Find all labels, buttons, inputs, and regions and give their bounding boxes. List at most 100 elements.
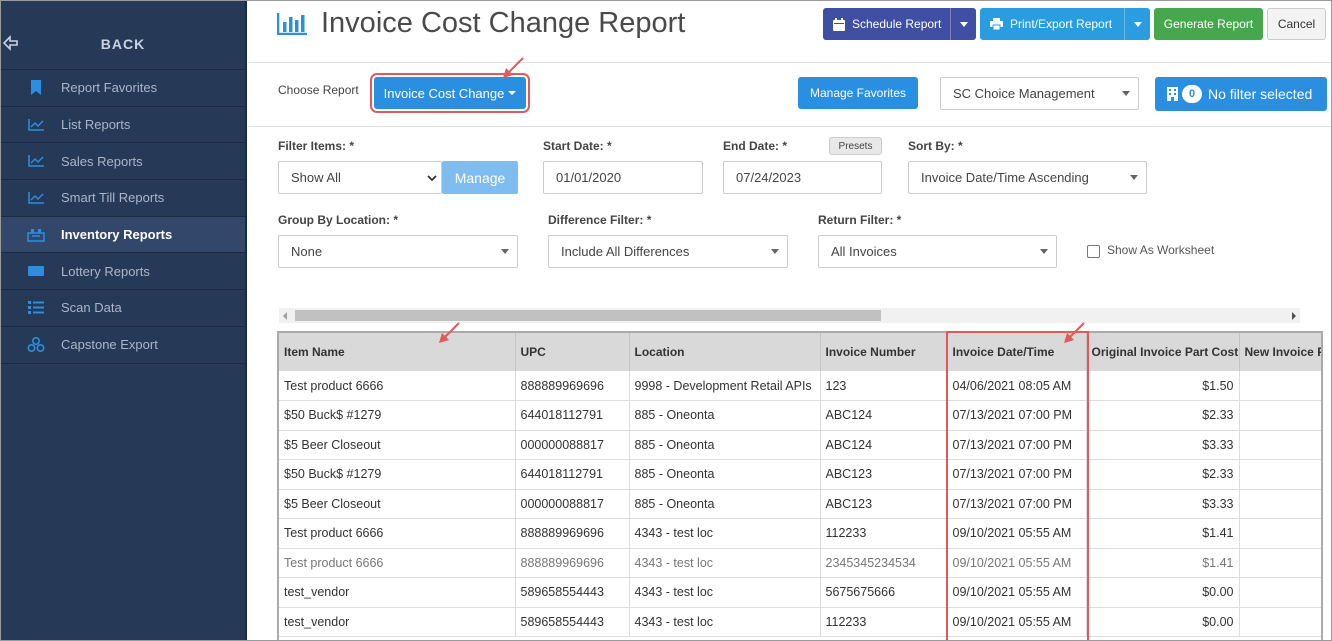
cell-item-name: $5 Beer Closeout [279,430,516,460]
cell-original-cost: $1.41 [1086,518,1240,549]
cell-original-cost: $1.50 [1086,371,1240,401]
sidebar-item-list-reports[interactable]: List Reports [1,107,245,144]
table-row[interactable]: Test product 6666 888889969696 9998 - Deve… [279,371,1321,401]
return-filter-value: All Invoices [831,244,897,259]
table-row[interactable]: $5 Beer Closeout 000000088817 885 - Oneont… [279,430,1321,460]
cell-invoice-number: 2345345234534 [820,548,948,578]
column-header-upc[interactable]: UPC [515,333,630,371]
sidebar: BACK Report Favorites List Reports Sales… [1,1,247,640]
filter-items-select[interactable]: Show All [278,161,442,194]
sidebar-item-inventory-reports[interactable]: Inventory Reports [1,216,245,254]
difference-filter-value: Include All Differences [561,244,690,259]
sort-by-select[interactable]: Invoice Date/Time Ascending [908,161,1147,194]
scroll-right-icon[interactable] [1292,312,1296,320]
column-header-invoice-date-time[interactable]: Invoice Date/Time [947,333,1087,371]
cell-item-name: Test product 6666 [279,548,516,578]
cell-item-name: test_vendor [279,577,516,608]
cell-original-cost: $2.33 [1086,459,1240,490]
cell-original-cost: $2.33 [1086,400,1240,431]
table-row[interactable]: $50 Buck$ #1279 644018112791 885 - Oneonta… [279,400,1321,431]
caret-down-icon [508,91,517,95]
cell-invoice-number: 5675675666 [820,577,948,608]
print-dropdown-toggle[interactable] [1124,8,1150,40]
organization-select-value: SC Choice Management [953,86,1095,101]
end-date-input[interactable]: 07/24/2023 [723,161,882,194]
table-row[interactable]: Test product 6666 888889969696 4343 - test… [279,518,1321,549]
table-row[interactable]: Test product 6666 888889969696 4343 - test… [279,548,1321,578]
show-as-worksheet-label: Show As Worksheet [1107,243,1215,257]
table-row[interactable]: $5 Beer Closeout 000000088817 885 - Oneont… [279,489,1321,519]
scroll-left-icon[interactable] [283,312,287,320]
cell-item-name: test_vendor [279,607,516,637]
cell-new-cost [1239,489,1321,519]
printer-icon [990,18,1003,30]
table-row[interactable]: test_vendor 589658554443 4343 - test loc 11… [279,607,1321,637]
cell-upc: 644018112791 [515,400,630,431]
main-content: Invoice Cost Change Report Schedule Repo… [249,1,1331,640]
filter-selection-button[interactable]: 0 No filter selected [1155,77,1327,111]
cell-invoice-date-time: 07/13/2021 07:00 PM [947,400,1087,431]
cell-location: 885 - Oneonta [629,489,821,519]
caret-down-icon [1122,91,1130,96]
cell-new-cost [1239,548,1321,578]
cell-invoice-date-time: 09/10/2021 05:55 AM [947,548,1087,578]
show-as-worksheet-checkbox[interactable] [1087,245,1100,258]
manage-items-button[interactable]: Manage [442,161,518,194]
bookmark-icon [27,80,45,96]
inventory-icon [27,227,45,243]
cell-item-name: Test product 6666 [279,518,516,549]
start-date-input[interactable]: 01/01/2020 [543,161,703,194]
column-header-location[interactable]: Location [629,333,821,371]
scrollbar-thumb[interactable] [295,310,881,321]
choose-report-value: Invoice Cost Change [383,85,505,101]
line-chart-icon [27,153,45,169]
column-header-original-invoice-part-cost[interactable]: Original Invoice Part Cost [1086,333,1240,371]
sidebar-item-capstone-export[interactable]: Capstone Export [1,327,245,364]
arrow-left-icon [2,35,18,51]
table-row[interactable]: test_vendor 589658554443 4343 - test loc 56… [279,577,1321,608]
schedule-report-label: Schedule Report [852,17,942,31]
sidebar-item-report-favorites[interactable]: Report Favorites [1,70,245,107]
choose-report-dropdown[interactable]: Invoice Cost Change [370,73,530,113]
sidebar-item-smart-till-reports[interactable]: Smart Till Reports [1,180,245,217]
cell-location: 4343 - test loc [629,548,821,578]
column-header-new-invoice-part-cost[interactable]: New Invoice P [1239,333,1321,371]
schedule-dropdown-toggle[interactable] [950,8,976,40]
difference-filter-select[interactable]: Include All Differences [548,235,788,268]
print-export-button[interactable]: Print/Export Report [980,8,1150,40]
return-filter-select[interactable]: All Invoices [818,235,1057,268]
cell-new-cost [1239,400,1321,431]
cell-invoice-date-time: 09/10/2021 05:55 AM [947,577,1087,608]
cell-upc: 888889969696 [515,548,630,578]
table-horizontal-scrollbar[interactable] [279,308,1300,323]
cell-location: 4343 - test loc [629,607,821,637]
column-header-invoice-number[interactable]: Invoice Number [820,333,948,371]
cell-new-cost [1239,459,1321,490]
sidebar-item-sales-reports[interactable]: Sales Reports [1,143,245,181]
column-header-item-name[interactable]: Item Name [279,333,516,371]
report-table-container: Item Name UPC Location Invoice Number In… [277,331,1323,640]
cell-original-cost: $0.00 [1086,607,1240,637]
report-selector-bar: Choose Report Invoice Cost Change Manage… [249,63,1331,127]
cell-invoice-number: 123 [820,371,948,401]
schedule-report-button[interactable]: Schedule Report [823,8,976,40]
sidebar-item-lottery-reports[interactable]: Lottery Reports [1,253,245,291]
cancel-button[interactable]: Cancel [1267,8,1326,40]
table-row[interactable]: $50 Buck$ #1279 644018112791 885 - Oneonta… [279,459,1321,490]
caret-down-icon [959,21,968,27]
manage-favorites-button[interactable]: Manage Favorites [798,77,918,109]
group-by-select[interactable]: None [278,235,518,268]
caret-down-icon [501,249,509,254]
cell-location: 4343 - test loc [629,577,821,608]
cell-location: 885 - Oneonta [629,430,821,460]
presets-button[interactable]: Presets [829,137,882,155]
cell-location: 885 - Oneonta [629,459,821,490]
generate-report-button[interactable]: Generate Report [1154,8,1263,40]
back-button[interactable]: BACK [1,1,245,70]
report-table: Item Name UPC Location Invoice Number In… [279,333,1321,637]
building-icon [1167,87,1178,101]
sidebar-item-scan-data[interactable]: Scan Data [1,290,245,327]
organization-select[interactable]: SC Choice Management [940,77,1139,110]
cell-upc: 000000088817 [515,489,630,519]
sidebar-item-label: Capstone Export [61,337,158,353]
